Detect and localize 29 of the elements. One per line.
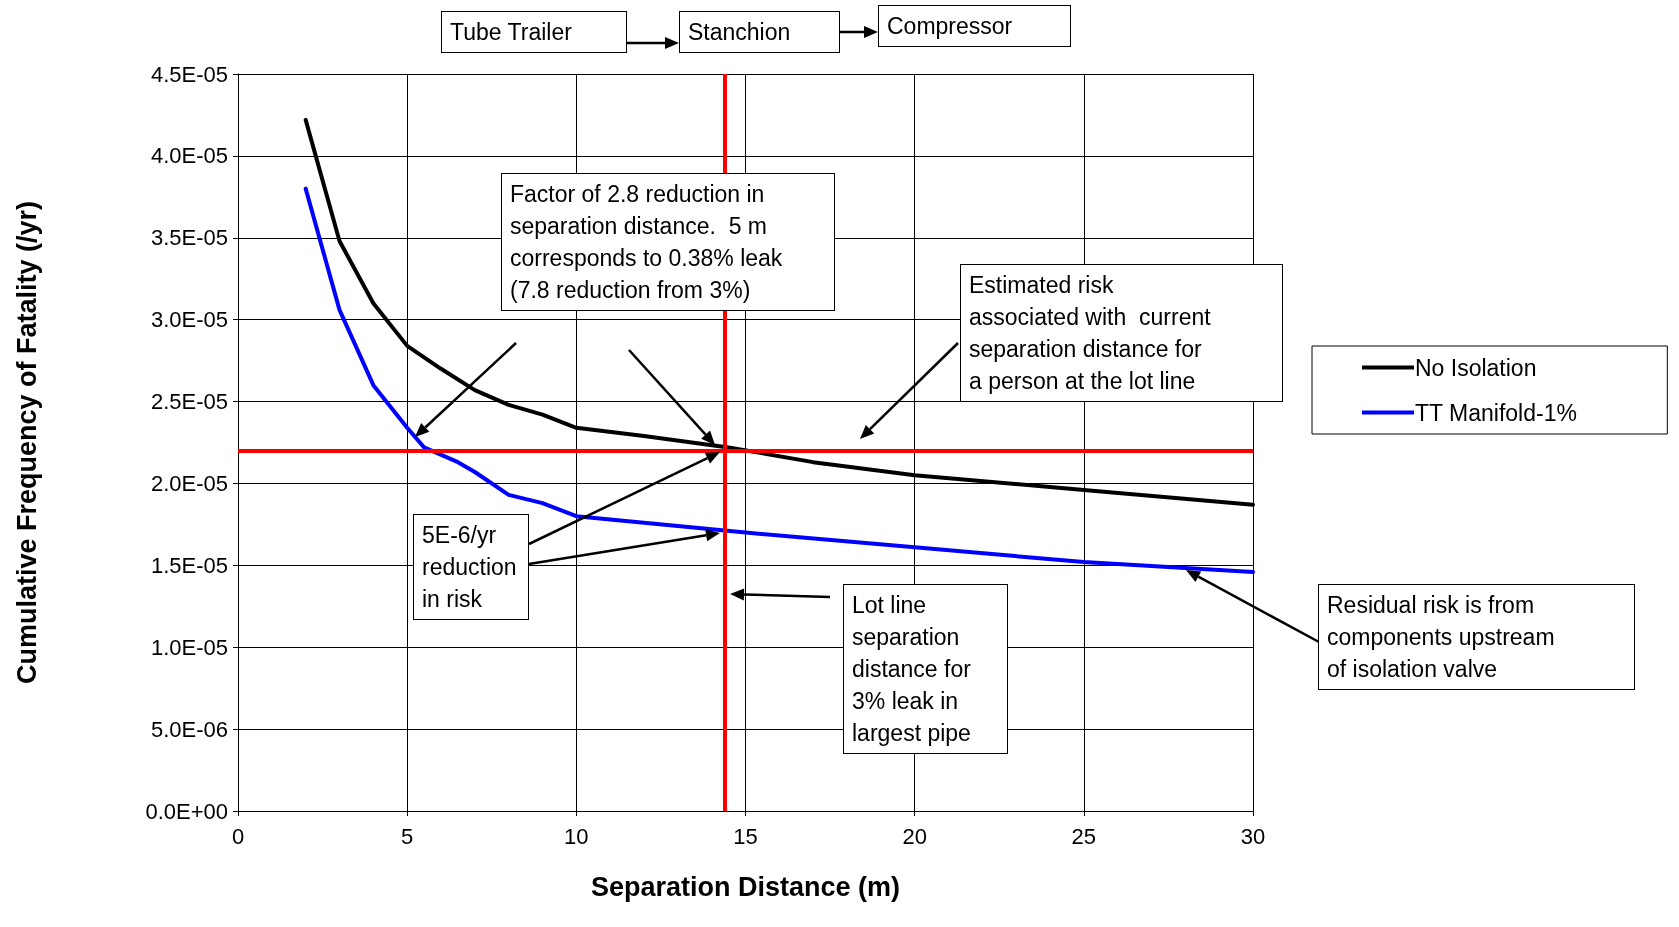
legend-label: TT Manifold-1% <box>1415 399 1577 426</box>
callout-box: Factor of 2.8 reduction in separation distance. 5 m corresponds to 0.38% leak (7.8 reduction from 3%) <box>501 173 835 311</box>
y-tick-label: 2.0E-05 <box>150 470 228 496</box>
x-tick-label: 25 <box>1071 823 1097 849</box>
y-tick-label: 1.0E-05 <box>150 634 228 660</box>
callout-box: Lot line separation distance for 3% leak in largest pipe <box>843 584 1008 754</box>
y-tick-label: 4.0E-05 <box>150 143 228 169</box>
x-axis-title: Separation Distance (m) <box>590 871 901 902</box>
y-tick-label: 5.0E-06 <box>150 716 228 742</box>
x-tick-label: 10 <box>564 823 589 849</box>
x-tick-label: 30 <box>1240 823 1266 849</box>
legend-label: No Isolation <box>1415 354 1537 381</box>
callout-box: Stanchion <box>679 11 840 53</box>
callout-box: Estimated risk associated with current separation distance for a person at the lot line <box>960 264 1283 402</box>
x-tick-label: 0 <box>231 823 245 849</box>
y-tick-label: 2.5E-05 <box>150 389 228 415</box>
y-tick-label: 4.5E-05 <box>150 61 228 87</box>
callout-box: Tube Trailer <box>441 11 627 53</box>
x-tick-label: 5 <box>401 823 414 849</box>
callout-box: Compressor <box>878 5 1071 47</box>
x-tick-label: 20 <box>902 823 927 849</box>
callout-box: 5E-6/yr reduction in risk <box>413 514 529 620</box>
y-tick-label: 1.5E-05 <box>150 552 228 578</box>
y-tick-label: 0.0E+00 <box>145 798 228 824</box>
y-axis-title: Cumulative Frequency of Fatality (/yr) <box>11 200 42 685</box>
x-tick-label: 15 <box>733 823 758 849</box>
y-tick-label: 3.0E-05 <box>150 307 228 333</box>
y-tick-label: 3.5E-05 <box>150 225 228 251</box>
callout-box: Residual risk is from components upstream of isolation valve <box>1318 584 1635 690</box>
